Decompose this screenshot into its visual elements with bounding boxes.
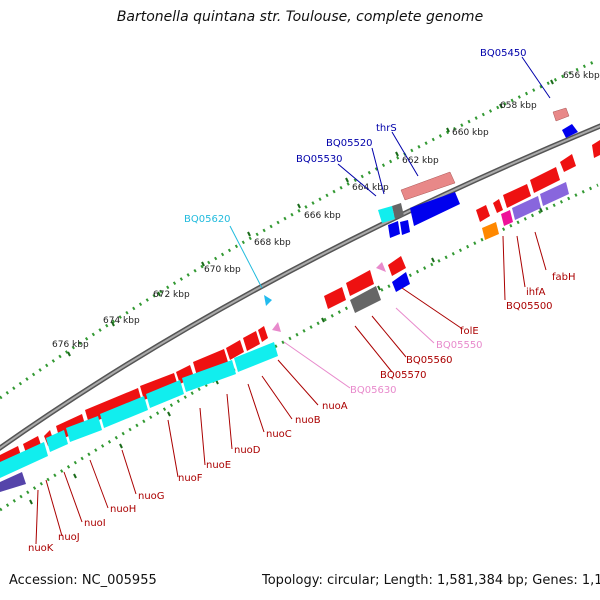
gene-nuoD-red[interactable]	[193, 349, 228, 376]
gene-right-red-1[interactable]	[592, 140, 600, 158]
label-BQ05550[interactable]: BQ05550	[436, 340, 483, 351]
gene-thrS[interactable]	[400, 171, 456, 201]
label-BQ05630[interactable]: BQ05630	[350, 385, 397, 396]
gene-BQ05620[interactable]	[264, 295, 272, 306]
forward-strand-genes	[264, 107, 578, 306]
gene-trna-2[interactable]	[400, 220, 410, 235]
gene-right-red-2[interactable]	[560, 154, 576, 172]
label-nuoK[interactable]: nuoK	[28, 543, 54, 554]
label-folE[interactable]: folE	[460, 326, 479, 337]
gene-thrs-blue[interactable]	[410, 192, 460, 226]
label-nuoG[interactable]: nuoG	[138, 491, 165, 502]
outer-tick-ring	[0, 58, 599, 400]
label-BQ05570[interactable]: BQ05570	[380, 370, 427, 381]
label-BQ05530[interactable]: BQ05530	[296, 154, 343, 165]
gene-nuo-cyan-7[interactable]	[0, 442, 48, 478]
gene-BQ05450-rrna[interactable]	[552, 107, 570, 122]
accession-label: Accession: NC_005955	[9, 573, 157, 588]
gene-trna-1[interactable]	[388, 221, 400, 238]
gene-nuoG-red[interactable]	[85, 388, 142, 424]
tick-label: 660 kbp	[452, 128, 489, 138]
gene-nuo-cyan-2[interactable]	[182, 360, 236, 392]
inner-tick-ring	[0, 183, 599, 512]
label-nuoA[interactable]: nuoA	[322, 401, 348, 412]
label-nuoJ[interactable]: nuoJ	[58, 532, 80, 543]
gene-BQ05530[interactable]	[392, 203, 404, 219]
genome-summary: Topology: circular; Length: 1,581,384 bp…	[262, 573, 600, 588]
label-BQ05560[interactable]: BQ05560	[406, 355, 453, 366]
label-nuoC[interactable]: nuoC	[266, 429, 292, 440]
gene-nuoC-red[interactable]	[226, 340, 244, 360]
label-nuoE[interactable]: nuoE	[206, 460, 231, 471]
gene-nuo-cyan-1[interactable]	[234, 342, 278, 372]
reverse-strand-genes	[0, 140, 600, 492]
page-title: Bartonella quintana str. Toulouse, compl…	[116, 9, 484, 25]
label-nuoD[interactable]: nuoD	[234, 445, 261, 456]
gene-BQ05450-trna[interactable]	[562, 124, 578, 138]
gene-red-small-a[interactable]	[476, 205, 490, 222]
gene-nuoA[interactable]	[258, 326, 268, 342]
label-thrS[interactable]: thrS	[376, 123, 397, 134]
label-BQ05500[interactable]: BQ05500	[506, 301, 553, 312]
gene-nuo-cyan-3[interactable]	[146, 380, 184, 408]
major-ticks	[29, 79, 554, 505]
gene-nuo-purple[interactable]	[0, 472, 26, 492]
tick-label: 672 kbp	[153, 290, 190, 300]
gene-labels: BQ05450 thrS BQ05520 BQ05530 BQ05620 fab…	[28, 48, 576, 554]
gene-orange[interactable]	[482, 222, 499, 240]
gene-right-red-3[interactable]	[530, 167, 560, 193]
label-nuoH[interactable]: nuoH	[110, 504, 136, 515]
gene-BQ05630[interactable]	[272, 322, 281, 332]
callout-lines	[35, 56, 551, 545]
gene-folE-blue[interactable]	[392, 272, 410, 292]
tick-label: 656 kbp	[563, 71, 600, 81]
tick-label: 666 kbp	[304, 211, 341, 221]
gene-right-red-4[interactable]	[503, 184, 531, 208]
gene-BQ05520[interactable]	[378, 206, 395, 223]
gene-BQ05550[interactable]	[376, 262, 386, 272]
label-BQ05520[interactable]: BQ05520	[326, 138, 373, 149]
gene-nuo-cyan-6[interactable]	[46, 430, 68, 452]
tick-label: 668 kbp	[254, 238, 291, 248]
label-nuoI[interactable]: nuoI	[84, 518, 106, 529]
label-fabH[interactable]: fabH	[552, 272, 576, 283]
label-BQ05450[interactable]: BQ05450	[480, 48, 527, 59]
gene-folE[interactable]	[388, 256, 406, 276]
tick-label: 674 kbp	[103, 316, 140, 326]
gene-BQ05570[interactable]	[350, 286, 381, 313]
gene-nuoB-red[interactable]	[243, 331, 260, 351]
gene-red-mid-1[interactable]	[346, 270, 374, 296]
gene-red-small-b[interactable]	[493, 199, 503, 213]
genome-backbone	[0, 123, 600, 452]
tick-label: 658 kbp	[500, 101, 537, 111]
gene-BQ05500[interactable]	[501, 210, 513, 226]
label-nuoF[interactable]: nuoF	[178, 473, 203, 484]
gene-nuo-cyan-4[interactable]	[100, 396, 148, 428]
label-BQ05620[interactable]: BQ05620	[184, 214, 231, 225]
tick-label: 662 kbp	[402, 156, 439, 166]
tick-label: 676 kbp	[52, 340, 89, 350]
gene-red-mid-2[interactable]	[324, 287, 346, 309]
tick-label: 664 kbp	[352, 183, 389, 193]
label-ihfA[interactable]: ihfA	[526, 287, 546, 298]
gene-ihfA[interactable]	[512, 196, 541, 220]
gene-fabH[interactable]	[540, 182, 569, 206]
tick-labels: 656 kbp 658 kbp 660 kbp 662 kbp 664 kbp …	[52, 71, 600, 350]
label-nuoB[interactable]: nuoB	[295, 415, 321, 426]
tick-label: 670 kbp	[204, 265, 241, 275]
gene-nuo-cyan-5[interactable]	[66, 416, 102, 442]
